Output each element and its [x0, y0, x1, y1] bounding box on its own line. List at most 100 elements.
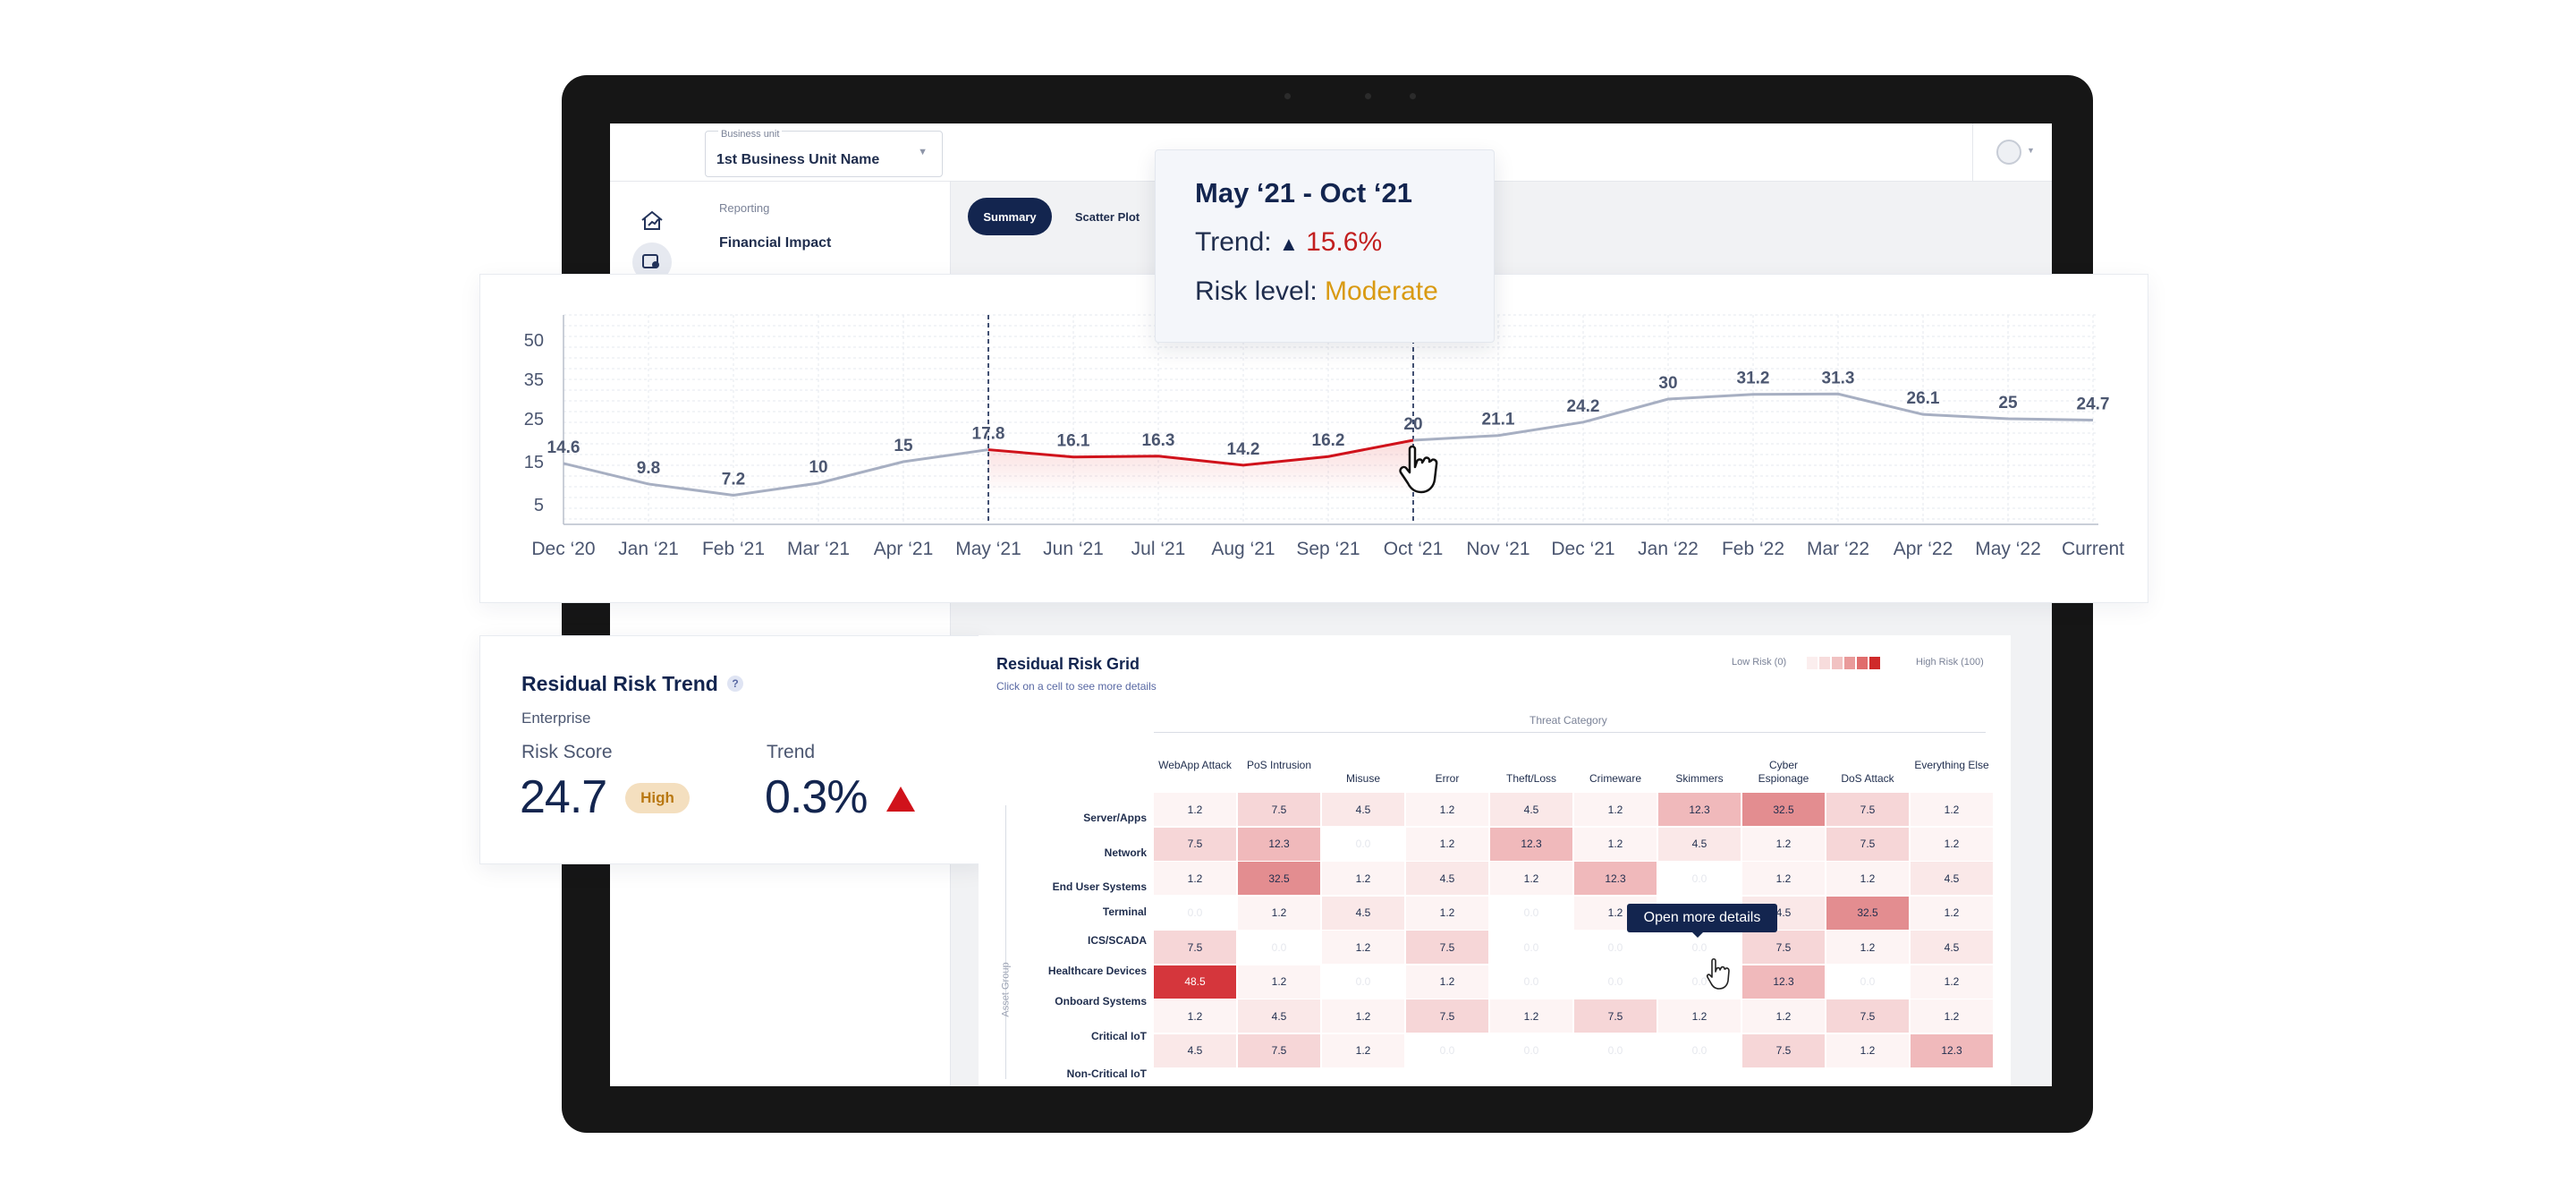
- grid-cell[interactable]: 1.2: [1911, 896, 1993, 930]
- grid-cell[interactable]: 1.2: [1322, 1033, 1404, 1067]
- grid-cell[interactable]: 48.5: [1154, 965, 1236, 999]
- grid-cell[interactable]: 0.0: [1490, 1033, 1572, 1067]
- grid-cell[interactable]: 1.2: [1154, 862, 1236, 895]
- business-unit-label: Business unit: [718, 129, 783, 140]
- home-chart-icon[interactable]: [639, 207, 665, 234]
- grid-cell[interactable]: 1.2: [1322, 999, 1404, 1033]
- data-label: 16.1: [1057, 432, 1090, 451]
- series-line: [1412, 392, 2094, 442]
- user-menu[interactable]: ▼: [1972, 123, 2052, 181]
- grid-cell[interactable]: 12.3: [1658, 793, 1741, 826]
- tooltip-pointer: [1690, 931, 1705, 938]
- grid-cell[interactable]: 32.5: [1826, 896, 1909, 930]
- business-unit-value: 1st Business Unit Name: [716, 152, 880, 167]
- grid-cell[interactable]: 0.0: [1658, 862, 1741, 895]
- tooltip-trend-label: Trend:: [1195, 227, 1272, 257]
- subnav-item-financial-impact[interactable]: Financial Impact: [719, 235, 832, 251]
- x-tick-label: Nov ‘21: [1466, 539, 1530, 559]
- grid-cell[interactable]: 7.5: [1154, 931, 1236, 964]
- grid-cell[interactable]: 12.3: [1911, 1033, 1993, 1067]
- grid-cell[interactable]: 1.2: [1911, 827, 1993, 861]
- grid-cell[interactable]: 7.5: [1742, 1033, 1825, 1067]
- threat-divider: [1154, 732, 1986, 733]
- grid-cell[interactable]: 7.5: [1826, 999, 1909, 1033]
- grid-cell[interactable]: 12.3: [1574, 862, 1657, 895]
- grid-cell[interactable]: 7.5: [1406, 999, 1488, 1033]
- camera-dot: [1365, 93, 1371, 99]
- grid-cell[interactable]: 32.5: [1742, 793, 1825, 826]
- grid-cell[interactable]: 7.5: [1574, 999, 1657, 1033]
- tooltip-risk-value: Moderate: [1325, 276, 1438, 306]
- grid-cell[interactable]: 32.5: [1238, 862, 1320, 895]
- grid-cell[interactable]: 4.5: [1406, 862, 1488, 895]
- x-tick-label: Jun ‘21: [1043, 539, 1104, 559]
- grid-cell[interactable]: 1.2: [1911, 965, 1993, 999]
- grid-cell[interactable]: 1.2: [1742, 827, 1825, 861]
- open-more-details-tooltip[interactable]: Open more details: [1627, 904, 1777, 932]
- grid-cell[interactable]: 1.2: [1238, 965, 1320, 999]
- grid-cell[interactable]: 4.5: [1154, 1033, 1236, 1067]
- grid-cell[interactable]: 1.2: [1406, 965, 1488, 999]
- grid-cell[interactable]: 1.2: [1742, 999, 1825, 1033]
- grid-cell[interactable]: 0.0: [1238, 931, 1320, 964]
- grid-cell[interactable]: 0.0: [1574, 965, 1657, 999]
- grid-cell[interactable]: 0.0: [1490, 965, 1572, 999]
- business-unit-select[interactable]: Business unit 1st Business Unit Name ▼: [705, 129, 943, 177]
- grid-cell[interactable]: 1.2: [1826, 931, 1909, 964]
- grid-cell[interactable]: 0.0: [1574, 1033, 1657, 1067]
- grid-cell[interactable]: 1.2: [1574, 827, 1657, 861]
- grid-cell[interactable]: 0.0: [1154, 896, 1236, 930]
- grid-cell[interactable]: 0.0: [1658, 1033, 1741, 1067]
- grid-cell[interactable]: 1.2: [1154, 999, 1236, 1033]
- grid-cell[interactable]: 7.5: [1742, 931, 1825, 964]
- grid-cell[interactable]: 1.2: [1911, 793, 1993, 826]
- asset-axis-line: [1005, 805, 1006, 1079]
- tab-summary[interactable]: Summary: [968, 198, 1052, 235]
- grid-cell[interactable]: 1.2: [1742, 862, 1825, 895]
- grid-cell[interactable]: 0.0: [1322, 827, 1404, 861]
- grid-cell[interactable]: 4.5: [1490, 793, 1572, 826]
- grid-cell[interactable]: 4.5: [1322, 896, 1404, 930]
- grid-cell[interactable]: 7.5: [1238, 1033, 1320, 1067]
- grid-cell[interactable]: 1.2: [1826, 1033, 1909, 1067]
- grid-cell[interactable]: 4.5: [1658, 827, 1741, 861]
- grid-cell[interactable]: 1.2: [1406, 793, 1488, 826]
- grid-cell[interactable]: 1.2: [1490, 862, 1572, 895]
- grid-cell[interactable]: 1.2: [1658, 999, 1741, 1033]
- grid-cell[interactable]: 0.0: [1322, 965, 1404, 999]
- grid-cell[interactable]: 1.2: [1406, 827, 1488, 861]
- grid-cell[interactable]: 0.0: [1490, 896, 1572, 930]
- grid-cell[interactable]: 1.2: [1911, 999, 1993, 1033]
- grid-cell[interactable]: 7.5: [1154, 827, 1236, 861]
- grid-cell[interactable]: 1.2: [1490, 999, 1572, 1033]
- grid-cell[interactable]: 4.5: [1322, 793, 1404, 826]
- grid-cell[interactable]: 0.0: [1406, 1033, 1488, 1067]
- grid-cell[interactable]: 1.2: [1322, 862, 1404, 895]
- grid-cell[interactable]: 7.5: [1826, 793, 1909, 826]
- risk-level-badge: High: [625, 783, 690, 813]
- grid-cell[interactable]: 0.0: [1574, 931, 1657, 964]
- grid-cell[interactable]: 12.3: [1742, 965, 1825, 999]
- grid-cell[interactable]: 7.5: [1406, 931, 1488, 964]
- grid-cell[interactable]: 12.3: [1238, 827, 1320, 861]
- data-label: 24.2: [1567, 397, 1600, 416]
- grid-cell[interactable]: 1.2: [1154, 793, 1236, 826]
- grid-cell[interactable]: 0.0: [1826, 965, 1909, 999]
- data-label: 25: [1998, 394, 2018, 412]
- grid-cell[interactable]: 4.5: [1911, 931, 1993, 964]
- grid-cell[interactable]: 0.0: [1490, 931, 1572, 964]
- grid-cell[interactable]: 7.5: [1826, 827, 1909, 861]
- grid-cell[interactable]: 1.2: [1238, 896, 1320, 930]
- help-icon[interactable]: ?: [727, 676, 743, 692]
- row-header: Non-Critical IoT: [1066, 1067, 1147, 1080]
- column-header: Error: [1435, 772, 1460, 785]
- grid-cell[interactable]: 1.2: [1406, 896, 1488, 930]
- grid-cell[interactable]: 1.2: [1826, 862, 1909, 895]
- grid-cell[interactable]: 12.3: [1490, 827, 1572, 861]
- grid-cell[interactable]: 4.5: [1911, 862, 1993, 895]
- grid-cell[interactable]: 7.5: [1238, 793, 1320, 826]
- grid-cell[interactable]: 4.5: [1238, 999, 1320, 1033]
- tab-scatter-plot[interactable]: Scatter Plot: [1074, 209, 1140, 224]
- grid-cell[interactable]: 1.2: [1322, 931, 1404, 964]
- grid-cell[interactable]: 1.2: [1574, 793, 1657, 826]
